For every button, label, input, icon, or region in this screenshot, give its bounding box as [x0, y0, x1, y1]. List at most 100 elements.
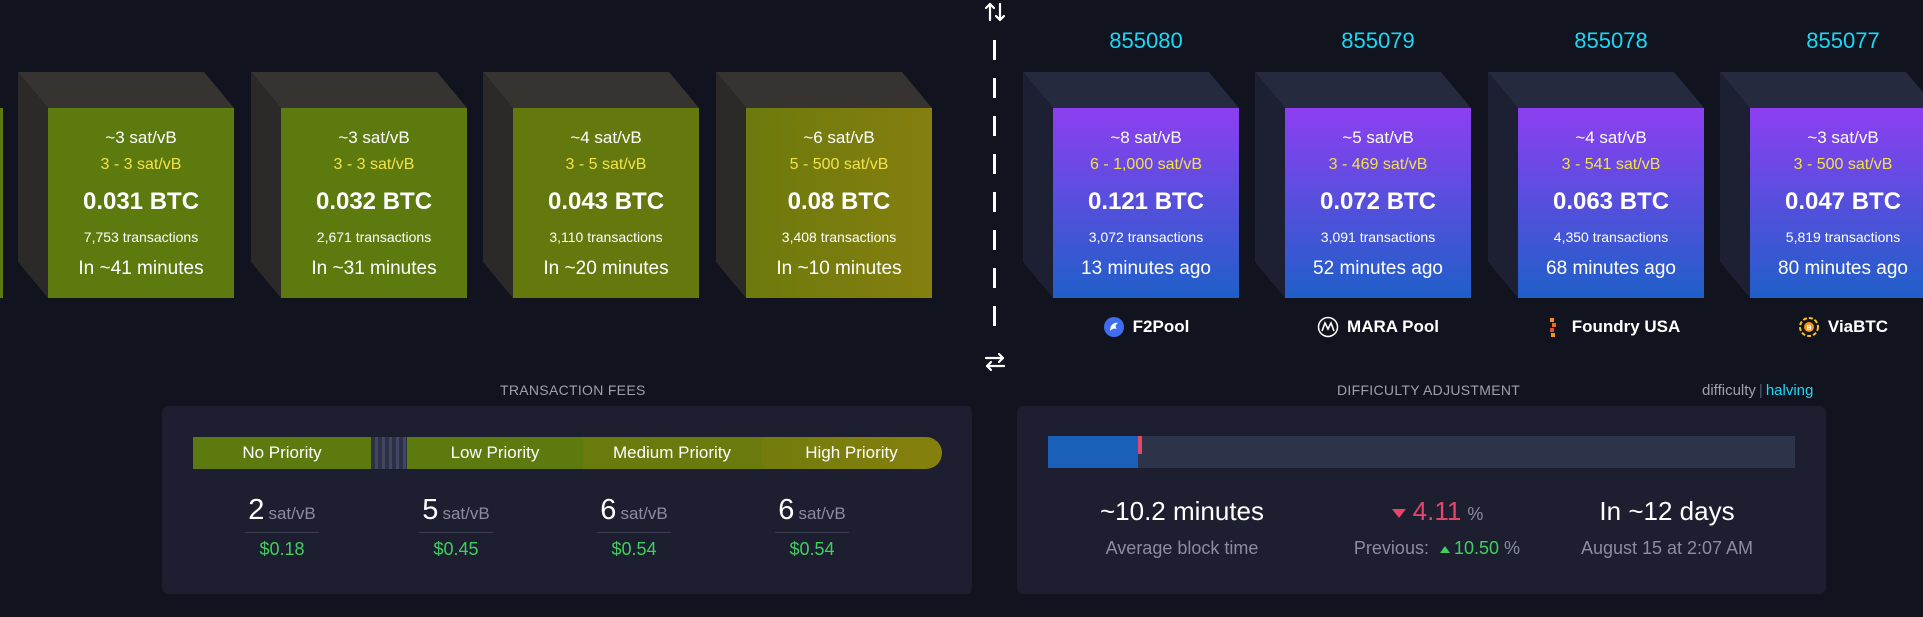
difficulty-halving-toggle: difficulty | halving [1702, 382, 1813, 399]
fee-unit: sat/vB [798, 504, 846, 523]
block-total: 0.063 BTC [1552, 188, 1670, 215]
fee-high-priority: 6 sat/vB $0.54 [752, 494, 872, 560]
mempool-block[interactable]: ~3 sat/vB 3 - 3 sat/vB 0.032 BTC 2,671 t… [251, 72, 467, 298]
fee-unit: sat/vB [620, 504, 668, 523]
priority-gap-stripes [371, 437, 407, 469]
tx-count: 2,671 transactions [316, 229, 432, 245]
block-eta: In ~41 minutes [78, 258, 204, 279]
mara-logo-icon [1317, 316, 1339, 338]
block-total: 0.121 BTC [1087, 188, 1205, 215]
block-total: 0.072 BTC [1319, 188, 1437, 215]
pool-name: ViaBTC [1827, 317, 1889, 336]
block-front-face: ~8 sat/vB 6 - 1,000 sat/vB 0.121 BTC 3,0… [1053, 108, 1239, 298]
median-fee: ~4 sat/vB [570, 128, 642, 147]
previous-change-unit: % [1504, 538, 1521, 558]
tx-count: 4,350 transactions [1553, 229, 1669, 245]
high-priority-label: High Priority [761, 437, 942, 469]
block-front-face: ~6 sat/vB 5 - 500 sat/vB 0.08 BTC 3,408 … [746, 108, 932, 298]
mempool-block-partial[interactable] [0, 108, 3, 298]
block-front-face: ~4 sat/vB 3 - 5 sat/vB 0.043 BTC 3,110 t… [513, 108, 699, 298]
mining-pool-link[interactable]: MARA Pool [1285, 316, 1471, 338]
block-height-link[interactable]: 855077 [1806, 28, 1880, 53]
block-eta: In ~31 minutes [311, 258, 437, 279]
block-front-face: ~3 sat/vB 3 - 500 sat/vB 0.047 BTC 5,819… [1750, 108, 1923, 298]
difficulty-progress-bar [1048, 436, 1795, 468]
block-side-face [1720, 72, 1750, 298]
mining-pool-link[interactable]: B ViaBTC [1750, 316, 1923, 338]
pool-name: MARA Pool [1347, 317, 1439, 336]
difficulty-link[interactable]: difficulty [1702, 382, 1756, 399]
block-side-face [1488, 72, 1518, 298]
fee-usd: $0.54 [611, 539, 657, 559]
fee-range: 3 - 541 sat/vB [1561, 156, 1661, 173]
previous-change-value: 10.50 [1453, 538, 1500, 558]
mempool-block[interactable]: ~3 sat/vB 3 - 3 sat/vB 0.031 BTC 7,753 t… [18, 72, 234, 298]
block-total: 0.032 BTC [315, 188, 433, 215]
fee-rate: 2 [248, 494, 265, 526]
median-fee: ~3 sat/vB [338, 128, 410, 147]
block-age: 52 minutes ago [1313, 258, 1443, 279]
difficulty-progress-marker [1137, 436, 1142, 454]
foundry-logo-icon [1549, 318, 1556, 337]
mined-block[interactable]: ~3 sat/vB 3 - 500 sat/vB 0.047 BTC 5,819… [1720, 72, 1923, 298]
adjustment-eta-date: August 15 at 2:07 AM [1580, 538, 1754, 558]
tx-count: 5,819 transactions [1785, 229, 1901, 245]
block-front-face: ~3 sat/vB 3 - 3 sat/vB 0.032 BTC 2,671 t… [281, 108, 467, 298]
block-height-link[interactable]: 855078 [1574, 28, 1648, 53]
median-fee: ~3 sat/vB [1807, 128, 1879, 147]
block-top-face [1488, 72, 1704, 108]
fee-divider [419, 532, 493, 533]
block-top-face [1023, 72, 1239, 108]
block-height-link[interactable]: 855079 [1341, 28, 1415, 53]
mined-block[interactable]: ~8 sat/vB 6 - 1,000 sat/vB 0.121 BTC 3,0… [1023, 72, 1239, 298]
mined-block[interactable]: ~4 sat/vB 3 - 541 sat/vB 0.063 BTC 4,350… [1488, 72, 1704, 298]
fee-divider [775, 532, 849, 533]
block-eta: In ~20 minutes [543, 258, 669, 279]
mempool-block[interactable]: ~4 sat/vB 3 - 5 sat/vB 0.043 BTC 3,110 t… [483, 72, 699, 298]
halving-link[interactable]: halving [1765, 382, 1814, 399]
block-total: 0.047 BTC [1784, 188, 1902, 215]
no-priority-label: No Priority [193, 437, 371, 469]
f2pool-logo-icon [1103, 317, 1124, 337]
block-top-face [483, 72, 699, 108]
block-side-face [716, 72, 746, 298]
fee-no-priority: 2 sat/vB $0.18 [222, 494, 342, 560]
difficulty-progress-fill [1048, 436, 1138, 468]
tx-count: 3,091 transactions [1320, 229, 1436, 245]
fee-unit: sat/vB [442, 504, 490, 523]
block-total: 0.08 BTC [787, 188, 891, 215]
mining-pool-link[interactable]: F2Pool [1053, 316, 1239, 338]
avg-block-time-label: Average block time [1105, 538, 1259, 558]
fee-range: 3 - 3 sat/vB [333, 156, 415, 173]
block-front-face: ~4 sat/vB 3 - 541 sat/vB 0.063 BTC 4,350… [1518, 108, 1704, 298]
block-top-face [1720, 72, 1923, 108]
block-height-link[interactable]: 855080 [1109, 28, 1183, 53]
swap-vertical-icon[interactable] [983, 0, 1007, 24]
adjustment-eta: In ~12 days [1599, 496, 1735, 526]
median-fee: ~8 sat/vB [1110, 128, 1182, 147]
swap-horizontal-icon[interactable] [983, 350, 1007, 374]
tx-count: 7,753 transactions [83, 229, 199, 245]
mempool-block[interactable]: ~6 sat/vB 5 - 500 sat/vB 0.08 BTC 3,408 … [716, 72, 932, 298]
fee-rate: 6 [778, 494, 795, 526]
mined-block[interactable]: ~5 sat/vB 3 - 469 sat/vB 0.072 BTC 3,091… [1255, 72, 1471, 298]
svg-text:B: B [1806, 324, 1811, 332]
block-side-face [1255, 72, 1285, 298]
tx-count: 3,408 transactions [781, 229, 897, 245]
difficulty-change-unit: % [1467, 504, 1484, 524]
tx-count: 3,072 transactions [1088, 229, 1204, 245]
fee-range: 3 - 469 sat/vB [1328, 156, 1428, 173]
block-side-face [251, 72, 281, 298]
difficulty-change: 4.11% [1317, 496, 1557, 527]
pool-name: Foundry USA [1571, 317, 1681, 336]
medium-priority-label: Medium Priority [583, 437, 761, 469]
block-side-face [1023, 72, 1053, 298]
block-age: 13 minutes ago [1081, 258, 1211, 279]
low-priority-label: Low Priority [407, 437, 583, 469]
fee-usd: $0.18 [259, 539, 305, 559]
block-side-face [483, 72, 513, 298]
tx-count: 3,110 transactions [549, 229, 663, 245]
fee-usd: $0.54 [789, 539, 835, 559]
fee-range: 6 - 1,000 sat/vB [1089, 156, 1203, 173]
mining-pool-link[interactable]: Foundry USA [1518, 316, 1704, 338]
